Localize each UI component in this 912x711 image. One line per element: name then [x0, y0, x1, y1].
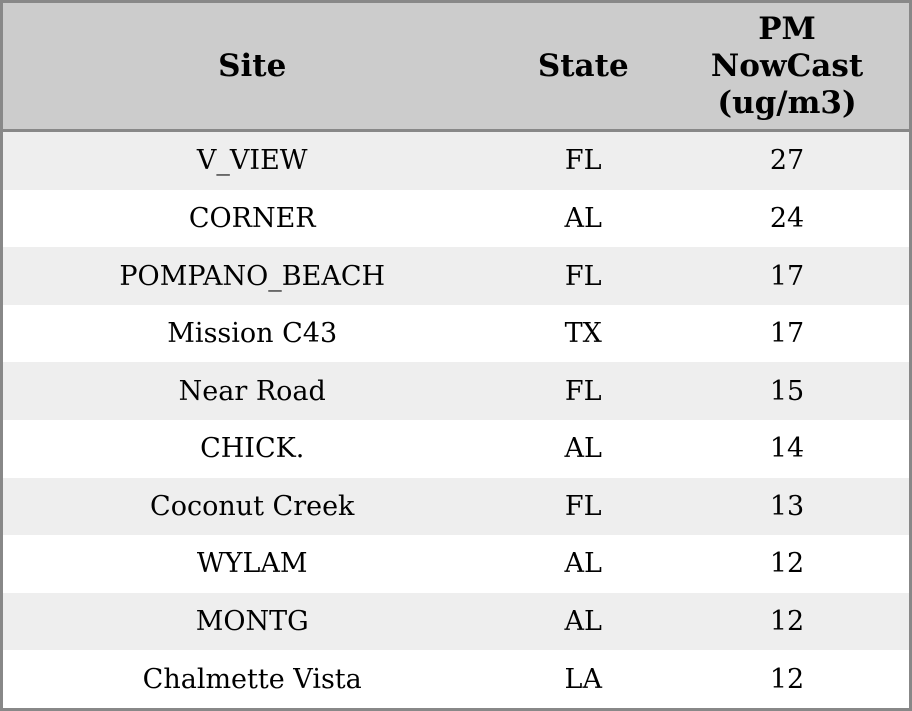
cell-pm_nowcast: 12	[769, 663, 805, 695]
cell-site: MONTG	[195, 606, 309, 638]
cell-state: FL	[564, 145, 602, 177]
cell-pm_nowcast: 24	[769, 202, 805, 234]
cell-site: Mission C43	[167, 318, 338, 350]
cell-site: V_VIEW	[196, 145, 308, 177]
header-row: Site State PM NowCast (ug/m3)	[1, 1, 911, 132]
cell-site: CHICK.	[200, 433, 305, 465]
cell-site: CORNER	[188, 202, 316, 234]
cell-pm_nowcast: 14	[769, 433, 805, 465]
cell-state: FL	[564, 490, 602, 522]
table-row: Coconut Creek FL 13	[1, 477, 911, 536]
table-row: Near Road FL 15	[1, 362, 911, 420]
cell-state: TX	[564, 318, 602, 350]
cell-state: AL	[564, 202, 602, 234]
table-row: WYLAM AL 12	[1, 535, 911, 593]
cell-pm_nowcast: 15	[769, 375, 805, 407]
table-body: V_VIEW FL 27 CORNER AL 24 POMPANO_BEACH FL 17 Mis…	[1, 130, 911, 710]
cell-state: FL	[564, 375, 602, 407]
column-header-pm-nowcast: PM NowCast (ug/m3)	[665, 1, 911, 132]
column-header-state: State	[501, 1, 666, 132]
table-header: Site State PM NowCast (ug/m3)	[1, 1, 911, 132]
cell-site: WYLAM	[196, 548, 308, 580]
table-row: V_VIEW FL 27	[1, 130, 911, 190]
column-header-site: Site	[1, 1, 502, 132]
cell-pm_nowcast: 13	[769, 490, 805, 522]
cell-state: LA	[564, 663, 602, 695]
cell-state: AL	[564, 433, 602, 465]
table-row: POMPANO_BEACH FL 17	[1, 247, 911, 305]
table-row: CHICK. AL 14	[1, 419, 911, 478]
cell-state: FL	[564, 260, 602, 292]
cell-site: Coconut Creek	[150, 490, 355, 522]
table-row: Chalmette Vista LA 12	[1, 650, 911, 710]
cell-site: POMPANO_BEACH	[119, 260, 386, 292]
cell-pm_nowcast: 27	[769, 145, 805, 177]
cell-site: Chalmette Vista	[142, 663, 362, 695]
cell-pm_nowcast: 17	[769, 318, 805, 350]
cell-state: AL	[564, 548, 602, 580]
table-row: CORNER AL 24	[1, 189, 911, 248]
cell-pm_nowcast: 12	[769, 548, 805, 580]
cell-state: AL	[564, 606, 602, 638]
cell-pm_nowcast: 12	[769, 606, 805, 638]
table-row: Mission C43 TX 17	[1, 304, 911, 363]
cell-pm_nowcast: 17	[769, 260, 805, 292]
cell-site: Near Road	[178, 375, 326, 407]
table-row: MONTG AL 12	[1, 592, 911, 651]
